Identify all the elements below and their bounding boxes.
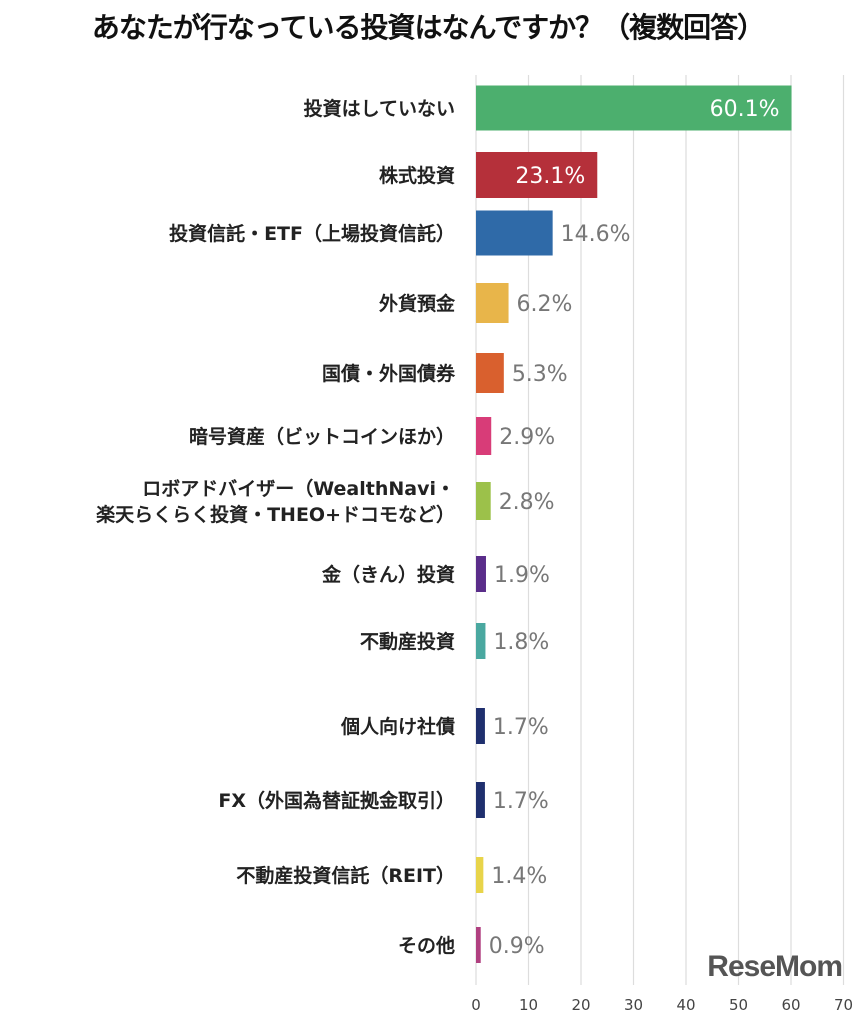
category-label: ロボアドバイザー（WealthNavi・ (142, 477, 455, 500)
data-label: 1.7% (493, 715, 549, 740)
category-label: 国債・外国債券 (322, 362, 456, 385)
category-label: 外貨預金 (379, 292, 456, 315)
bar (476, 927, 481, 963)
bar (476, 417, 492, 455)
data-label: 1.9% (494, 563, 550, 588)
bar (476, 556, 486, 592)
category-label: 個人向け社債 (340, 715, 455, 738)
bar (476, 782, 485, 818)
data-label: 6.2% (517, 292, 573, 317)
bar (476, 283, 509, 323)
x-tick-label: 60 (781, 996, 800, 1014)
chart-title: あなたが行なっている投資はなんですか？（複数回答） (91, 11, 765, 44)
category-label: 投資信託・ETF（上場投資信託） (169, 222, 455, 245)
bar (476, 353, 504, 393)
bar (476, 623, 486, 659)
watermark-logo: ReseMom (707, 950, 843, 983)
x-tick-label: 10 (519, 996, 538, 1014)
data-label: 14.6% (561, 222, 631, 247)
category-label: 投資はしていない (304, 97, 455, 120)
bar (476, 85, 792, 131)
category-label: 金（きん）投資 (321, 563, 455, 586)
data-label: 1.7% (493, 789, 549, 814)
category-label: 株式投資 (379, 164, 455, 187)
bar (476, 210, 553, 256)
x-tick-label: 70 (834, 996, 853, 1014)
category-label: 不動産投資信託（REIT） (236, 864, 455, 887)
bar (476, 857, 484, 893)
data-label: 1.8% (493, 630, 549, 655)
data-label: 2.8% (499, 490, 555, 515)
bar (476, 708, 485, 744)
data-label: 1.4% (491, 864, 547, 889)
category-label: その他 (398, 934, 455, 957)
data-label: 23.1% (515, 164, 585, 189)
category-label: 楽天らくらく投資・THEO+ドコモなど） (96, 503, 455, 526)
data-label: 5.3% (512, 362, 568, 387)
bar (476, 152, 598, 198)
x-tick-label: 40 (676, 996, 695, 1014)
x-tick-label: 50 (729, 996, 748, 1014)
bar (476, 482, 491, 520)
x-tick-label: 30 (624, 996, 643, 1014)
data-label: 2.9% (499, 425, 555, 450)
x-tick-label: 20 (571, 996, 590, 1014)
category-label: 不動産投資 (360, 630, 455, 653)
data-label: 60.1% (710, 97, 780, 122)
category-label: FX（外国為替証拠金取引） (218, 789, 455, 812)
data-label: 0.9% (489, 934, 545, 959)
x-tick-label: 0 (471, 996, 481, 1014)
category-label: 暗号資産（ビットコインほか） (189, 425, 455, 448)
